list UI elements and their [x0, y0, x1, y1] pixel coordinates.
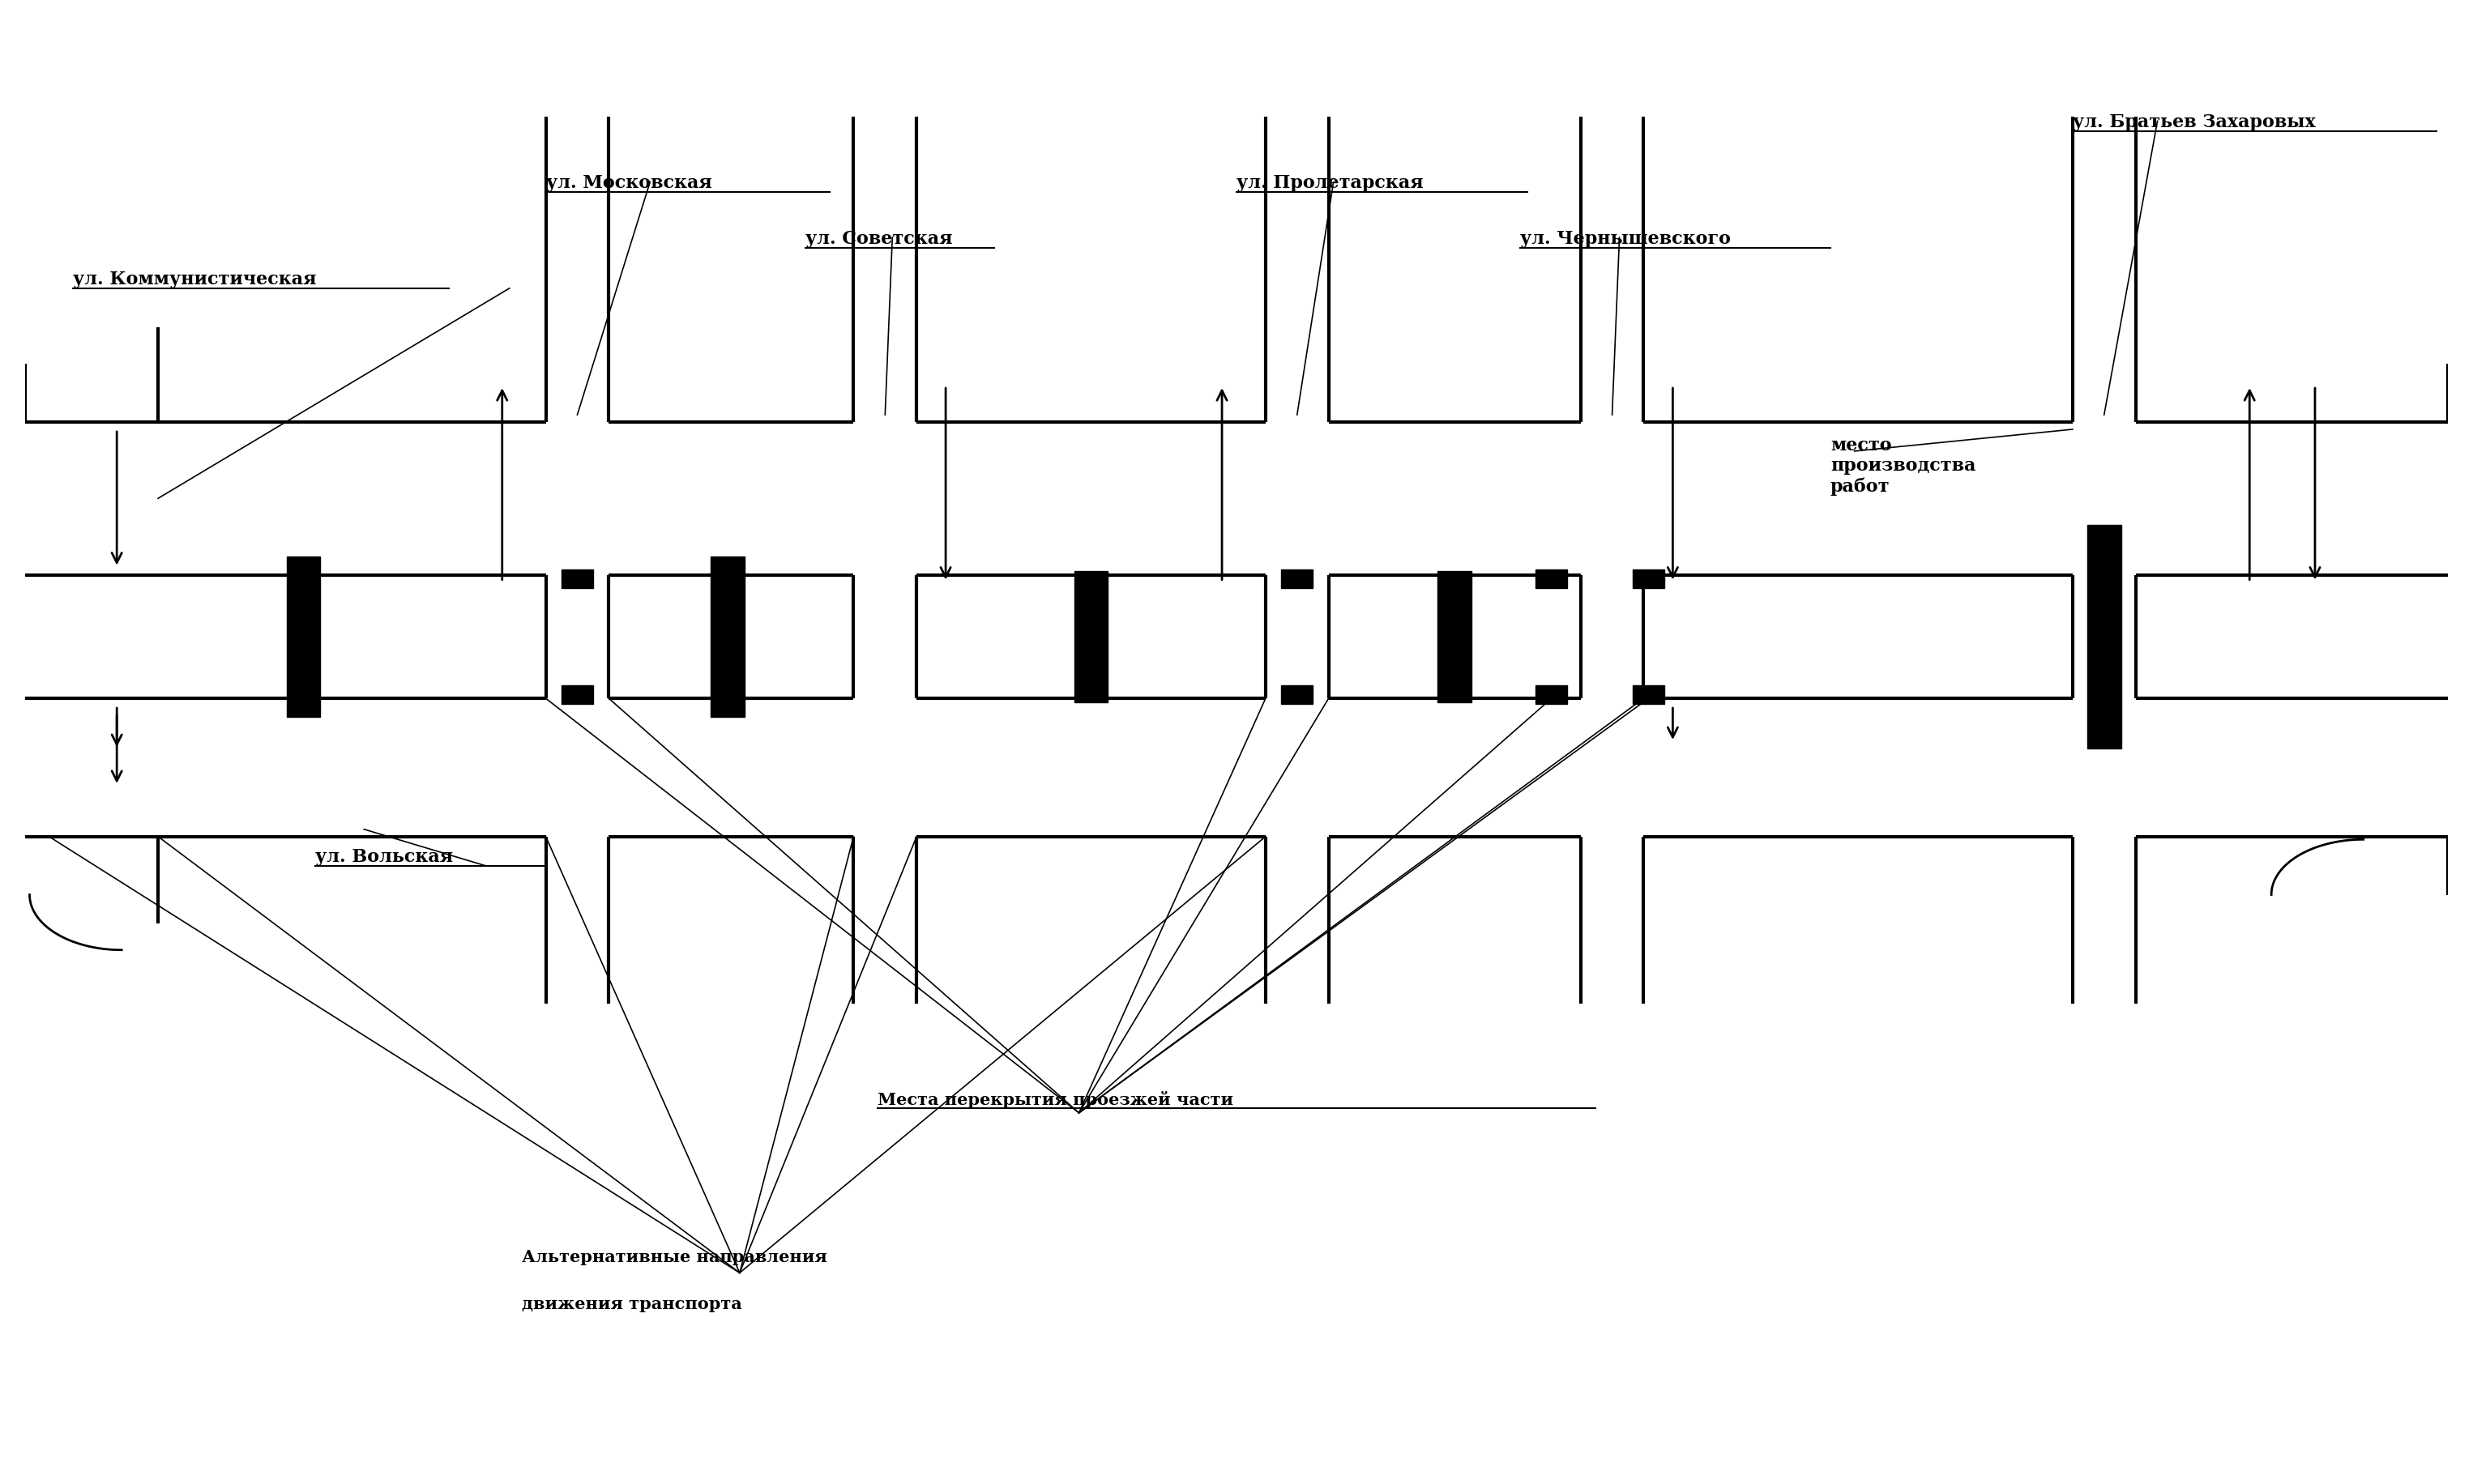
Bar — [1281, 686, 1313, 703]
Bar — [1632, 686, 1664, 703]
Bar — [1073, 571, 1108, 702]
Text: движения транспорта: движения транспорта — [522, 1296, 742, 1312]
Text: Альтернативные направления: Альтернативные направления — [522, 1250, 826, 1266]
Text: ул. Чернышевского: ул. Чернышевского — [1521, 230, 1731, 248]
Text: ул. Советская: ул. Советская — [806, 230, 952, 248]
Bar — [1437, 571, 1471, 702]
Text: ул. Московская: ул. Московская — [547, 175, 712, 193]
Bar — [1536, 686, 1568, 703]
Bar — [1281, 568, 1313, 588]
Bar — [2087, 524, 2122, 748]
Bar — [561, 568, 594, 588]
Text: ул. Пролетарская: ул. Пролетарская — [1236, 175, 1424, 193]
Bar — [1536, 568, 1568, 588]
Text: Места перекрытия проезжей части: Места перекрытия проезжей части — [878, 1091, 1234, 1109]
Text: ул. Братьев Захаровых: ул. Братьев Захаровых — [2072, 113, 2315, 131]
Bar — [710, 556, 744, 717]
Bar — [287, 556, 321, 717]
Text: место
производства
работ: место производства работ — [1830, 436, 1976, 496]
Text: ул. Вольская: ул. Вольская — [317, 847, 453, 865]
Text: ул. Коммунистическая: ул. Коммунистическая — [74, 270, 317, 288]
Bar — [561, 686, 594, 703]
Bar — [1632, 568, 1664, 588]
